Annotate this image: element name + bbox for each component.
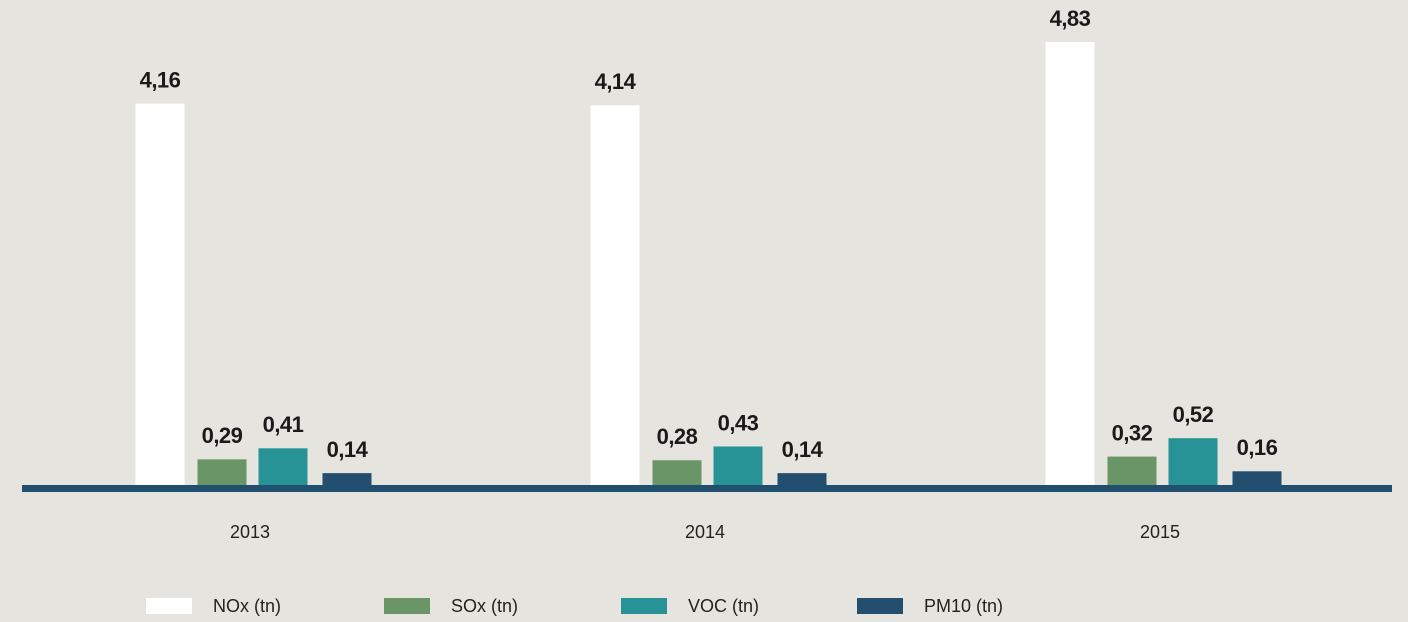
bar — [135, 103, 185, 487]
data-label: 4,14 — [595, 69, 637, 94]
data-label: 0,16 — [1237, 435, 1278, 460]
bar — [322, 473, 372, 486]
data-label: 0,41 — [263, 412, 304, 437]
legend-swatch — [857, 598, 903, 614]
legend-label: VOC (tn) — [688, 596, 759, 616]
data-label: 0,14 — [327, 437, 369, 462]
bar — [258, 448, 308, 486]
data-label: 0,52 — [1173, 402, 1214, 427]
bars — [135, 42, 1282, 487]
bar — [1107, 456, 1157, 486]
bar — [652, 460, 702, 486]
data-label: 4,16 — [140, 67, 181, 92]
legend-label: PM10 (tn) — [924, 596, 1003, 616]
legend-label: SOx (tn) — [451, 596, 518, 616]
bar — [1168, 438, 1218, 486]
data-label: 0,28 — [657, 424, 698, 449]
bar — [590, 105, 640, 486]
x-tick-label: 2013 — [230, 522, 270, 542]
data-label: 0,32 — [1112, 420, 1153, 445]
bar — [1045, 42, 1095, 486]
legend-swatch — [384, 598, 430, 614]
bar — [713, 446, 763, 486]
baseline — [22, 485, 1392, 492]
legend-swatch — [146, 598, 192, 614]
x-tick-label: 2014 — [685, 522, 725, 542]
x-tick-label: 2015 — [1140, 522, 1180, 542]
bar — [777, 473, 827, 486]
data-label: 0,29 — [202, 423, 243, 448]
bar — [197, 459, 247, 486]
data-label: 4,83 — [1050, 6, 1091, 31]
legend-label: NOx (tn) — [213, 596, 281, 616]
data-label: 0,14 — [782, 437, 824, 462]
legend-swatch — [621, 598, 667, 614]
data-label: 0,43 — [718, 410, 759, 435]
bar — [1232, 471, 1282, 486]
